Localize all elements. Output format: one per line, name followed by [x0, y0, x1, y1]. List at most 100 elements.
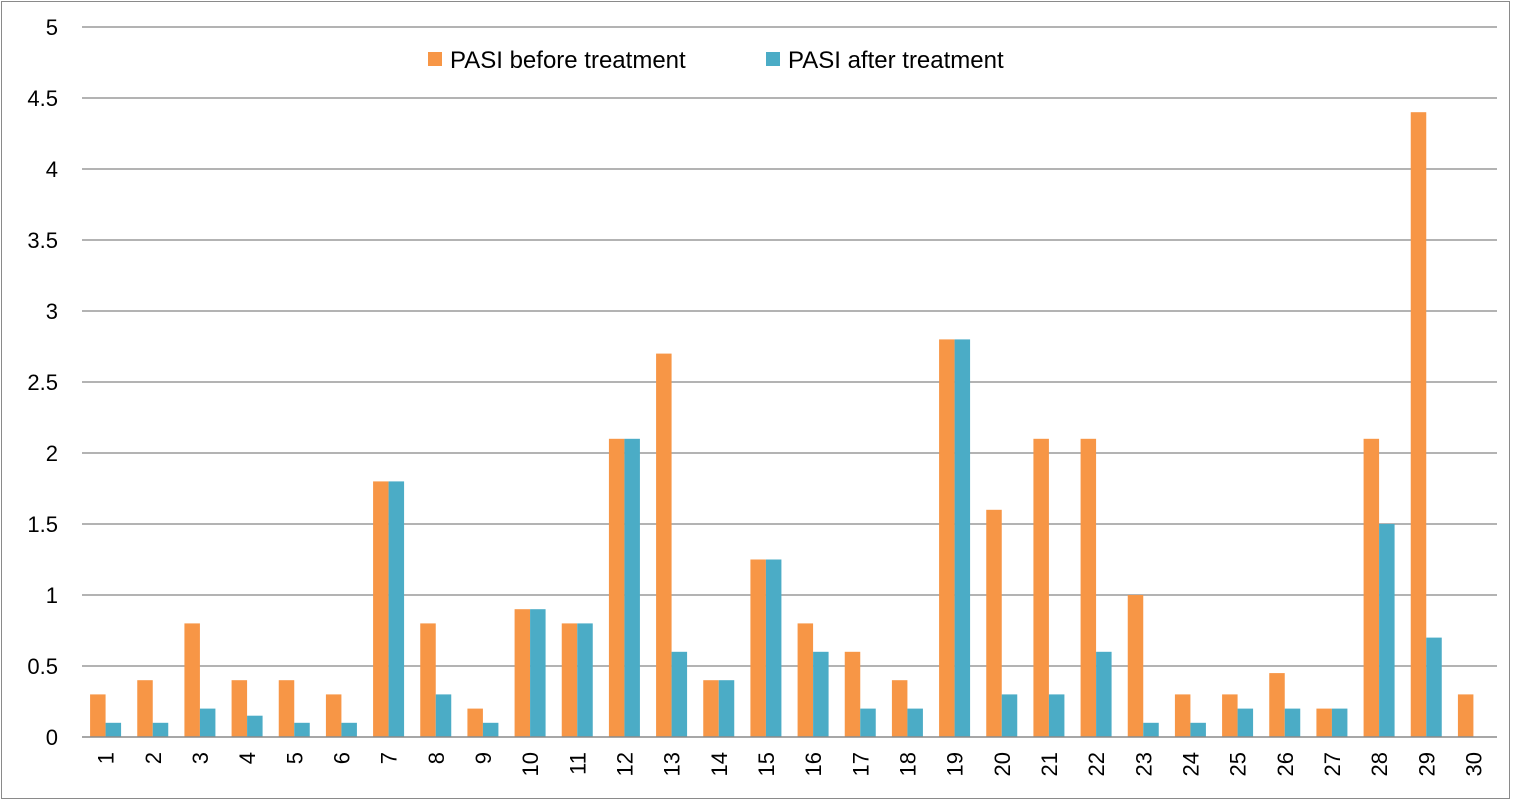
x-tick-label: 26	[1273, 752, 1298, 776]
y-tick-label: 2	[46, 441, 58, 466]
y-tick-label: 2.5	[27, 370, 58, 395]
x-tick-label: 27	[1320, 752, 1345, 776]
y-tick-label: 4	[46, 157, 58, 182]
x-tick-label: 18	[895, 752, 920, 776]
x-tick-label: 8	[424, 752, 449, 764]
bar-after-treatment	[1143, 722, 1159, 737]
bar-before-treatment	[1269, 673, 1285, 737]
bar-before-treatment	[891, 680, 908, 737]
bar-after-treatment	[247, 715, 263, 737]
bar-before-treatment	[90, 694, 106, 737]
bar-after-treatment	[860, 708, 876, 737]
x-tick-label: 9	[471, 752, 496, 764]
bar-before-treatment	[325, 694, 342, 737]
x-tick-label: 25	[1226, 752, 1251, 776]
legend-label: PASI before treatment	[450, 47, 686, 74]
bar-before-treatment	[231, 680, 248, 737]
bar-after-treatment	[482, 722, 499, 737]
bar-before-treatment	[1080, 438, 1097, 737]
bar-after-treatment	[294, 722, 310, 737]
y-tick-label: 4.5	[27, 86, 58, 111]
y-tick-label: 0	[46, 725, 58, 750]
x-tick-label: 19	[943, 752, 968, 776]
x-axis-ticks: 1 2 3 4 5 6 7 8 9 10 11 12 13 14 15 16 17 18 19 20 21 22 23 24 2…	[94, 752, 1487, 776]
bar-before-treatment	[986, 509, 1002, 737]
bar-before-treatment	[373, 481, 389, 737]
bar-before-treatment	[420, 623, 436, 737]
y-tick-label: 1.5	[27, 512, 58, 537]
bar-before-treatment	[1222, 694, 1238, 737]
x-tick-label: 11	[565, 752, 590, 775]
y-tick-label: 3	[46, 299, 58, 324]
bar-before-treatment	[1127, 595, 1144, 737]
x-tick-label: 14	[707, 752, 732, 776]
y-tick-label: 3.5	[27, 228, 58, 253]
x-tick-label: 5	[282, 752, 307, 764]
x-tick-label: 24	[1178, 752, 1203, 776]
bar-before-treatment	[1457, 694, 1474, 737]
x-tick-label: 3	[188, 752, 213, 764]
bars	[90, 112, 1474, 737]
x-tick-label: 4	[235, 752, 260, 764]
legend-label: PASI after treatment	[788, 47, 1004, 74]
legend-swatch	[766, 52, 780, 66]
x-tick-label: 21	[1037, 752, 1062, 776]
bar-after-treatment	[1048, 694, 1065, 737]
bar-after-treatment	[1190, 722, 1206, 737]
bar-before-treatment	[797, 623, 814, 737]
bar-after-treatment	[1001, 694, 1018, 737]
bar-after-treatment	[813, 651, 829, 737]
bar-before-treatment	[1033, 438, 1049, 737]
x-tick-label: 29	[1414, 752, 1439, 776]
bar-after-treatment	[1237, 708, 1254, 737]
bar-after-treatment	[718, 680, 735, 737]
bar-after-treatment	[435, 694, 452, 737]
bar-before-treatment	[184, 623, 200, 737]
bar-after-treatment	[152, 722, 169, 737]
x-tick-label: 1	[94, 752, 119, 764]
y-axis-ticks: 0 0.5 1 1.5 2 2.5 3 3.5 4 4.5 5	[27, 15, 58, 750]
bar-after-treatment	[105, 722, 122, 737]
bar-before-treatment	[939, 339, 955, 737]
y-tick-label: 5	[46, 15, 58, 40]
x-tick-label: 2	[141, 752, 166, 764]
bar-before-treatment	[467, 708, 483, 737]
bar-before-treatment	[703, 680, 719, 737]
x-tick-label: 23	[1131, 752, 1156, 776]
bar-after-treatment	[1331, 708, 1348, 737]
bar-after-treatment	[577, 623, 593, 737]
x-tick-label: 30	[1461, 752, 1486, 776]
bar-before-treatment	[750, 559, 766, 737]
bar-before-treatment	[137, 680, 153, 737]
bar-after-treatment	[341, 722, 357, 737]
bar-after-treatment	[671, 651, 688, 737]
bar-after-treatment	[1284, 708, 1301, 737]
bar-before-treatment	[656, 353, 672, 737]
bar-before-treatment	[608, 438, 625, 737]
bar-after-treatment	[1096, 651, 1112, 737]
bar-after-treatment	[1426, 637, 1442, 737]
bar-after-treatment	[199, 708, 216, 737]
legend: PASI before treatment PASI after treatmen…	[428, 47, 1004, 74]
legend-swatch	[428, 52, 442, 66]
x-tick-label: 13	[660, 752, 685, 776]
bar-before-treatment	[844, 651, 861, 737]
gridlines	[82, 26, 1497, 667]
y-tick-label: 1	[46, 583, 58, 608]
bar-before-treatment	[1316, 708, 1332, 737]
x-tick-label: 28	[1367, 752, 1392, 776]
x-tick-label: 10	[518, 752, 543, 776]
bar-before-treatment	[278, 680, 295, 737]
bar-after-treatment	[765, 559, 782, 737]
bar-after-treatment	[907, 708, 923, 737]
bar-before-treatment	[1363, 438, 1380, 737]
bar-after-treatment	[388, 481, 405, 737]
y-tick-label: 0.5	[27, 654, 58, 679]
x-tick-label: 16	[801, 752, 826, 776]
bar-before-treatment	[1410, 112, 1427, 737]
bar-after-treatment	[530, 609, 546, 737]
x-tick-label: 7	[377, 752, 402, 764]
bar-after-treatment	[1379, 524, 1395, 737]
bar-before-treatment	[1174, 694, 1191, 737]
